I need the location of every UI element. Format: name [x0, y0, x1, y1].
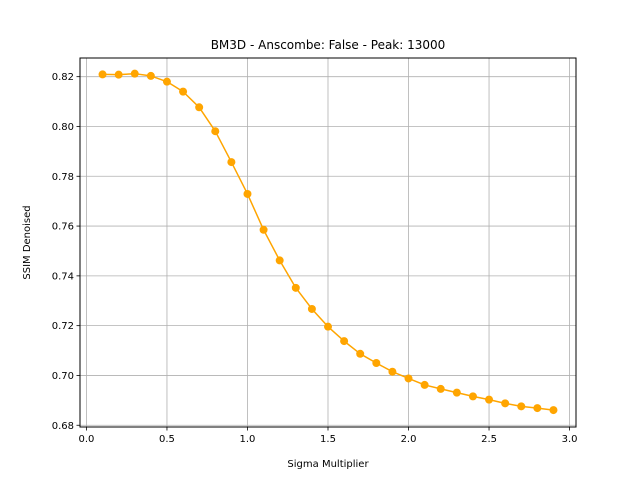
- data-point: [452, 388, 461, 397]
- data-point: [517, 402, 526, 411]
- data-point: [195, 103, 204, 112]
- x-tick-label: 2.0: [401, 434, 417, 445]
- series-layer: [98, 69, 558, 415]
- data-point: [356, 349, 365, 358]
- x-tick-label: 1.0: [240, 434, 256, 445]
- data-point: [146, 71, 155, 80]
- data-point: [372, 359, 381, 368]
- y-tick-label: 0.76: [52, 222, 74, 233]
- data-point: [549, 406, 558, 415]
- data-point: [324, 322, 332, 331]
- y-tick-label: 0.78: [52, 172, 74, 183]
- data-point: [533, 404, 542, 413]
- data-point: [468, 392, 477, 401]
- y-axis-label: SSIM Denoised: [22, 205, 33, 279]
- data-point: [501, 399, 510, 408]
- data-point: [162, 77, 171, 86]
- data-point: [275, 256, 284, 265]
- y-tick-label: 0.74: [52, 271, 74, 282]
- y-tick-label: 0.68: [52, 421, 74, 432]
- data-point: [130, 69, 139, 78]
- x-tick-label: 3.0: [562, 434, 578, 445]
- data-point: [291, 283, 300, 292]
- ticks: 0.0 0.5 1.0 1.5 2.0 2.5 3.0 0.68 0.70 0.72 0.74 0.7…: [52, 72, 578, 445]
- y-tick-label: 0.70: [52, 371, 74, 382]
- x-tick-label: 2.5: [481, 434, 497, 445]
- data-point: [420, 380, 429, 389]
- data-point: [340, 337, 349, 346]
- data-point: [436, 384, 445, 393]
- data-point: [307, 304, 316, 313]
- data-point: [243, 189, 252, 198]
- data-point: [211, 127, 220, 136]
- data-point: [388, 367, 397, 376]
- data-point: [98, 70, 107, 79]
- y-tick-label: 0.80: [52, 122, 74, 133]
- data-point: [179, 87, 188, 96]
- x-tick-label: 0.5: [159, 434, 175, 445]
- x-axis-label: Sigma Multiplier: [287, 459, 369, 470]
- y-tick-label: 0.82: [52, 72, 74, 83]
- data-point: [114, 70, 123, 79]
- x-tick-label: 0.0: [78, 434, 94, 445]
- data-point: [485, 395, 494, 404]
- grid: [80, 58, 576, 427]
- data-point: [259, 225, 268, 234]
- x-tick-label: 1.5: [320, 434, 336, 445]
- data-point: [404, 374, 413, 383]
- data-point: [227, 158, 236, 167]
- chart-title: BM3D - Anscombe: False - Peak: 13000: [211, 38, 446, 52]
- y-tick-label: 0.72: [52, 321, 74, 332]
